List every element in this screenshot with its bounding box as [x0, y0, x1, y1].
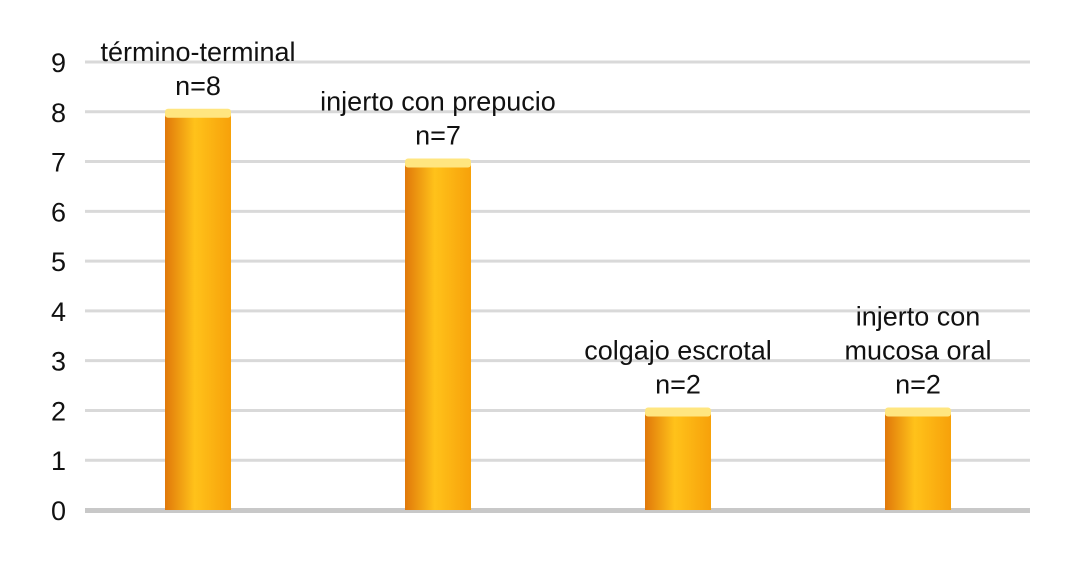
bar — [165, 111, 231, 511]
bar-data-label: n=7 — [415, 121, 461, 151]
y-tick-label: 1 — [51, 446, 66, 476]
bar — [645, 410, 711, 510]
bar-top-cap — [885, 407, 951, 417]
bar — [885, 410, 951, 510]
bar-top-cap — [165, 108, 231, 118]
bar-top-cap — [645, 407, 711, 417]
y-tick-label: 9 — [51, 48, 66, 78]
y-tick-label: 8 — [51, 98, 66, 128]
y-tick-label: 4 — [51, 297, 66, 327]
y-tick-label: 7 — [51, 148, 66, 178]
bar-data-labels: término-terminal n=8 injerto con prepucio n… — [100, 37, 991, 400]
bar — [405, 161, 471, 511]
bar-top-cap — [405, 158, 471, 168]
bar-data-label: injerto con prepucio — [320, 87, 556, 117]
bar-data-label: mucosa oral — [844, 335, 991, 365]
bar-data-label: término-terminal — [100, 37, 295, 67]
x-axis-baseline — [85, 508, 1030, 513]
bar-data-label: n=2 — [655, 369, 701, 399]
y-tick-label: 6 — [51, 197, 66, 227]
bar-data-label: n=8 — [175, 71, 221, 101]
y-tick-label: 0 — [51, 496, 66, 526]
gridlines — [85, 60, 1030, 513]
bar-data-label: colgajo escrotal — [584, 335, 772, 365]
y-tick-label: 5 — [51, 247, 66, 277]
bars — [165, 108, 951, 511]
bar-data-label: injerto con — [856, 301, 981, 331]
bar-data-label: n=2 — [895, 369, 941, 399]
y-axis-ticks: 0 1 2 3 4 5 6 7 8 9 — [51, 48, 66, 526]
y-tick-label: 3 — [51, 347, 66, 377]
y-tick-label: 2 — [51, 396, 66, 426]
